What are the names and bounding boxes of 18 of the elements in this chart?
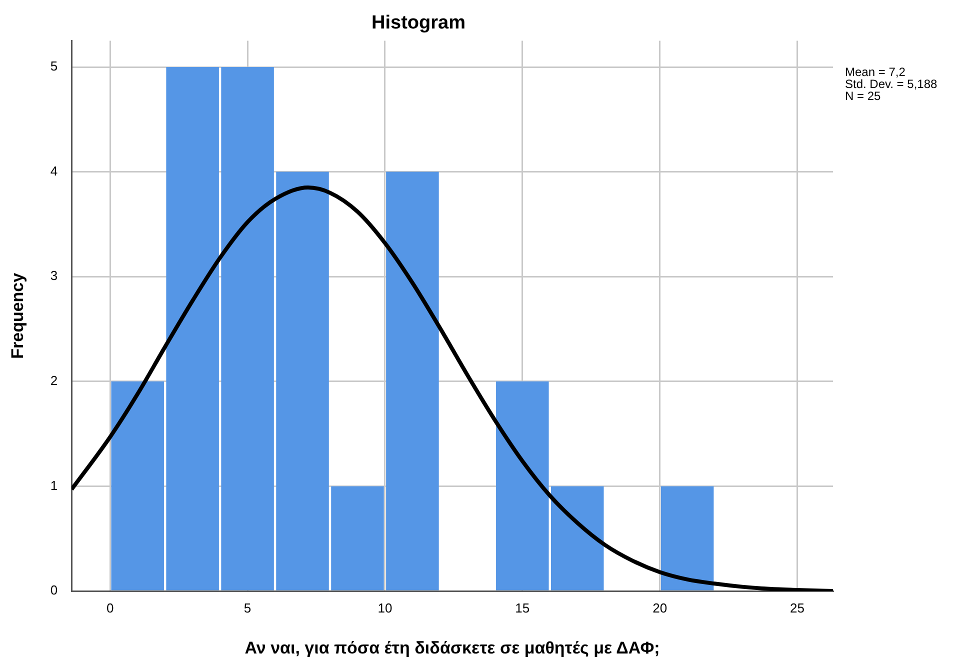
x-tick-label: 0 <box>106 600 114 616</box>
x-tick-label: 15 <box>515 600 530 616</box>
y-axis-title: Frequency <box>8 272 27 359</box>
x-axis-title: Αν ναι, για πόσα έτη διδάσκετε σε μαθητές με ΔΑΦ; <box>244 638 660 658</box>
text: N = 25 <box>845 89 882 104</box>
y-tick-label: 0 <box>50 582 58 598</box>
y-tick-label: 5 <box>50 58 58 74</box>
y-tick-label: 4 <box>50 163 58 178</box>
x-tick-label: 20 <box>652 600 668 616</box>
y-tick-label: 1 <box>50 478 58 493</box>
x-tick-label: 25 <box>790 600 804 616</box>
y-tick-label: 3 <box>50 268 58 284</box>
text: Std. Dev. = 5,188 <box>845 77 938 92</box>
x-tick-label: 10 <box>378 600 392 616</box>
chart-title: Histogram <box>372 12 466 34</box>
text: Mean = 7,2 <box>845 65 906 80</box>
y-tick-label: 2 <box>50 372 58 388</box>
x-tick-label: 5 <box>244 600 252 616</box>
